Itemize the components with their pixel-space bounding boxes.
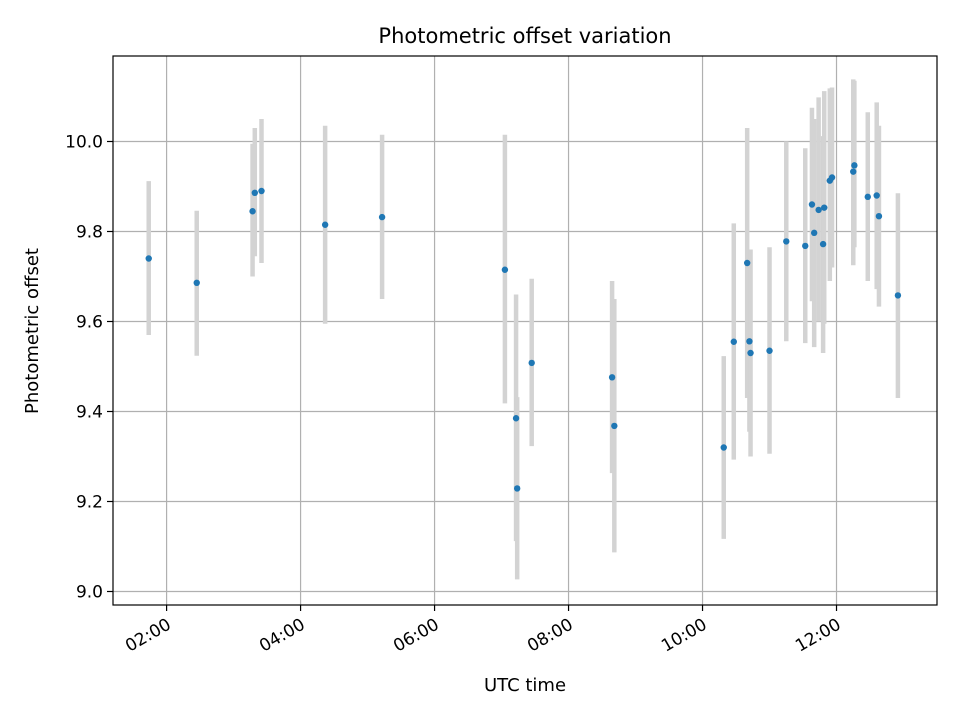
data-point (875, 213, 883, 220)
data-point (193, 279, 200, 286)
data-point (608, 374, 616, 381)
data-point (802, 242, 809, 250)
data-point (512, 415, 520, 422)
x-axis-label: UTC time (484, 675, 566, 696)
y-tick-label: 9.2 (76, 493, 103, 513)
y-axis-ticks: 9.0 9.2 9.4 9.6 9.8 10.0 (65, 133, 113, 603)
data-point (501, 266, 509, 273)
data-point (810, 229, 818, 237)
y-tick-label: 10.0 (65, 133, 103, 153)
data-point (513, 485, 521, 492)
data-point (808, 201, 816, 208)
data-point (864, 193, 871, 201)
data-point (746, 338, 753, 345)
data-point (528, 359, 535, 367)
y-tick-label: 9.0 (76, 583, 103, 603)
y-tick-label: 9.6 (76, 313, 103, 333)
chart-title: Photometric offset variation (378, 24, 671, 48)
data-point (873, 192, 880, 199)
y-tick-label: 9.4 (76, 403, 103, 423)
data-point (258, 187, 265, 195)
y-tick-label: 9.8 (76, 223, 103, 243)
data-point (611, 422, 618, 430)
data-point (819, 240, 827, 248)
data-point (894, 292, 902, 299)
data-point (766, 347, 773, 354)
data-point (145, 255, 152, 262)
data-point (783, 238, 790, 245)
data-point (821, 204, 828, 211)
data-point (743, 259, 751, 267)
data-point (851, 162, 858, 169)
data-point (747, 349, 754, 357)
y-axis-label: Photometric offset (22, 248, 43, 414)
data-point (720, 444, 727, 451)
data-point (730, 338, 737, 345)
data-point (378, 213, 386, 221)
data-point (251, 189, 258, 196)
data-point (321, 221, 329, 228)
data-point (850, 168, 857, 175)
data-point (828, 174, 836, 181)
data-point (249, 208, 256, 215)
plot-frame (112, 55, 938, 606)
data-point (815, 206, 822, 214)
data-points (145, 162, 902, 492)
